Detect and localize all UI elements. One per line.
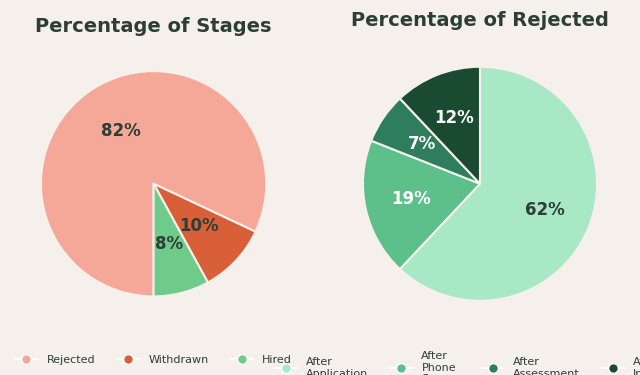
Text: 8%: 8% <box>155 235 183 253</box>
Text: 62%: 62% <box>525 201 565 219</box>
Title: Percentage of Stages: Percentage of Stages <box>35 17 272 36</box>
Text: 12%: 12% <box>435 110 474 128</box>
Wedge shape <box>371 99 480 184</box>
Text: 19%: 19% <box>392 190 431 208</box>
Text: 82%: 82% <box>100 123 140 141</box>
Wedge shape <box>400 67 480 184</box>
Wedge shape <box>41 71 266 296</box>
Wedge shape <box>154 184 255 282</box>
Wedge shape <box>363 141 480 269</box>
Legend: After
Application, After
Phone
Screen, After
Assessment, After
Interview: After Application, After Phone Screen, A… <box>270 347 640 375</box>
Text: 7%: 7% <box>408 135 436 153</box>
Title: Percentage of Rejected: Percentage of Rejected <box>351 11 609 30</box>
Wedge shape <box>154 184 208 296</box>
Legend: Rejected, Withdrawn, Hired: Rejected, Withdrawn, Hired <box>11 351 296 370</box>
Text: 10%: 10% <box>179 217 219 235</box>
Wedge shape <box>400 67 597 301</box>
